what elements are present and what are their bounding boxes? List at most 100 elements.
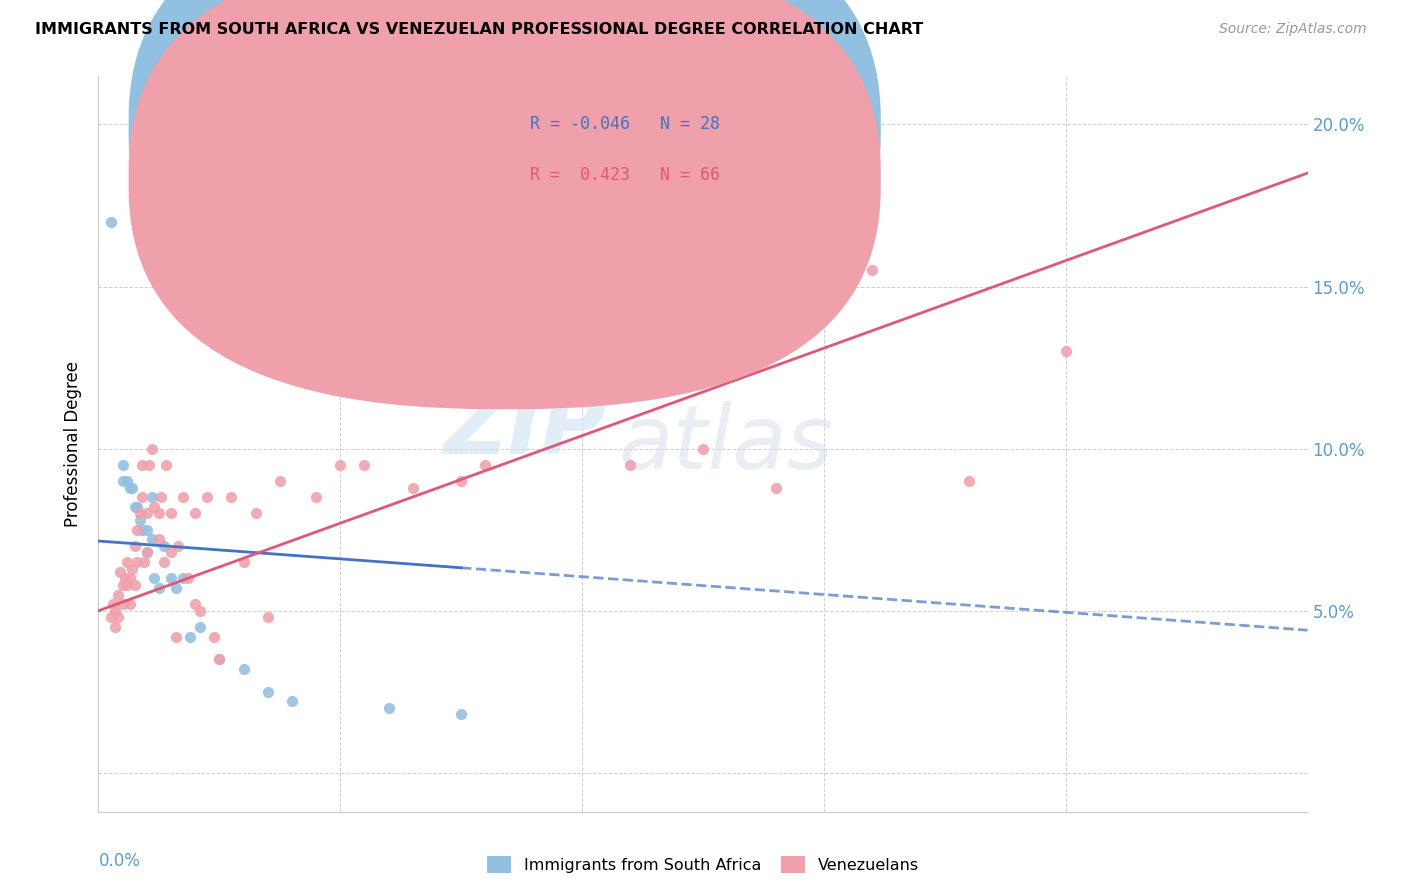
Text: R =  0.423   N = 66: R = 0.423 N = 66 [530, 166, 720, 184]
Point [117, 555, 139, 569]
Point [329, 458, 352, 472]
Point [208, 652, 231, 666]
Point [377, 701, 399, 715]
Point [160, 545, 183, 559]
Text: Source: ZipAtlas.com: Source: ZipAtlas.com [1219, 22, 1367, 37]
Point [377, 253, 399, 268]
Point [208, 652, 231, 666]
Point [232, 662, 254, 676]
Point [160, 571, 183, 585]
Point [204, 630, 226, 644]
Point [128, 513, 150, 527]
Point [100, 610, 122, 624]
Point [143, 500, 166, 514]
Point [135, 545, 157, 559]
Point [765, 481, 787, 495]
Text: IMMIGRANTS FROM SOUTH AFRICA VS VENEZUELAN PROFESSIONAL DEGREE CORRELATION CHART: IMMIGRANTS FROM SOUTH AFRICA VS VENEZUEL… [35, 22, 924, 37]
Point [131, 523, 153, 537]
Point [860, 263, 883, 277]
Point [957, 474, 980, 488]
Point [118, 597, 141, 611]
Point [135, 507, 157, 521]
Point [353, 458, 375, 472]
Point [474, 458, 496, 472]
Point [114, 571, 136, 585]
Point [281, 312, 304, 326]
Point [221, 490, 243, 504]
Point [148, 507, 170, 521]
Point [152, 555, 174, 569]
FancyBboxPatch shape [474, 98, 806, 212]
Point [177, 571, 200, 585]
Point [127, 500, 149, 514]
Point [450, 707, 472, 722]
Point [121, 561, 143, 575]
Point [188, 620, 211, 634]
Point [523, 318, 546, 333]
Point [172, 490, 194, 504]
FancyBboxPatch shape [129, 0, 880, 409]
Point [131, 458, 153, 472]
Point [117, 578, 139, 592]
Point [148, 533, 170, 547]
Point [104, 604, 127, 618]
Point [124, 500, 146, 514]
Point [148, 581, 170, 595]
Point [104, 620, 127, 634]
Point [269, 474, 291, 488]
Point [167, 539, 190, 553]
Point [141, 533, 163, 547]
Point [281, 694, 304, 708]
Point [111, 474, 134, 488]
Point [141, 490, 163, 504]
Point [692, 442, 714, 456]
Point [188, 604, 211, 618]
Point [118, 571, 141, 585]
Point [195, 490, 218, 504]
Point [184, 507, 207, 521]
Point [179, 630, 201, 644]
Legend: Immigrants from South Africa, Venezuelans: Immigrants from South Africa, Venezuelan… [481, 849, 925, 880]
Point [111, 597, 134, 611]
Point [111, 458, 134, 472]
Point [402, 481, 425, 495]
Point [135, 545, 157, 559]
Text: atlas: atlas [619, 401, 834, 487]
Point [108, 565, 131, 579]
Point [184, 597, 207, 611]
Point [256, 610, 278, 624]
Point [141, 442, 163, 456]
Point [245, 507, 267, 521]
Point [100, 215, 122, 229]
Point [152, 539, 174, 553]
Point [160, 507, 183, 521]
Point [127, 523, 149, 537]
Point [134, 555, 156, 569]
Text: ZIP: ZIP [443, 385, 606, 473]
Point [107, 610, 129, 624]
Point [232, 555, 254, 569]
Y-axis label: Professional Degree: Professional Degree [65, 360, 83, 527]
Point [256, 685, 278, 699]
Point [121, 481, 143, 495]
Point [150, 490, 173, 504]
Point [305, 490, 328, 504]
Point [155, 458, 177, 472]
FancyBboxPatch shape [129, 0, 880, 358]
Text: R = -0.046   N = 28: R = -0.046 N = 28 [530, 115, 720, 133]
Point [135, 523, 157, 537]
Point [1054, 344, 1077, 359]
Point [101, 597, 124, 611]
Point [571, 286, 593, 301]
Point [111, 578, 134, 592]
Point [124, 539, 146, 553]
Point [172, 571, 194, 585]
Point [450, 474, 472, 488]
Point [127, 555, 149, 569]
Point [165, 581, 187, 595]
Point [138, 458, 160, 472]
Point [128, 507, 150, 521]
Point [165, 630, 187, 644]
Point [117, 474, 139, 488]
Point [107, 587, 129, 601]
